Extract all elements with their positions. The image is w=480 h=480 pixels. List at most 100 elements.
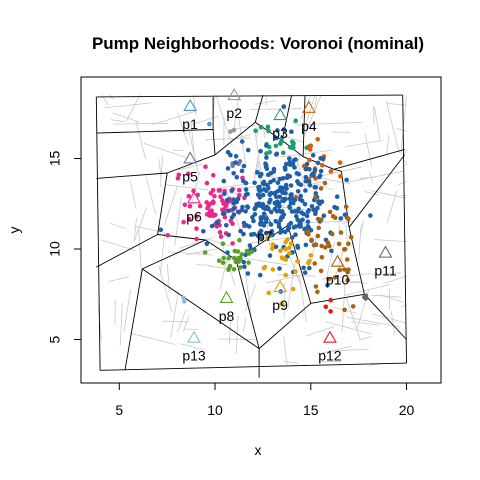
- case-point-p7: [309, 204, 315, 209]
- case-point-p6: [228, 218, 233, 224]
- case-point-p7: [247, 243, 253, 248]
- case-point-p7: [307, 166, 312, 172]
- street-segment: [160, 155, 163, 187]
- plot-frame: [80, 76, 442, 384]
- case-point-p7: [252, 206, 257, 212]
- case-point-p10: [337, 267, 343, 273]
- pump-marker-p3: [273, 107, 288, 121]
- case-point-p7: [226, 232, 231, 238]
- street-segment: [243, 318, 247, 333]
- case-point-p7: [301, 265, 306, 271]
- street-segment: [254, 100, 277, 105]
- pump-label-p6: p6: [186, 208, 202, 224]
- case-point-p7: [269, 209, 274, 215]
- case-point-p8: [221, 255, 226, 261]
- case-point-p6: [210, 187, 216, 193]
- pump-label-p9: p9: [272, 297, 288, 313]
- case-point-p7: [257, 230, 263, 235]
- case-point-p8: [244, 248, 250, 254]
- pump-marker-p7: [257, 211, 272, 224]
- street-segment: [195, 264, 211, 266]
- case-point-p10: [327, 209, 333, 215]
- street-segment: [403, 149, 407, 156]
- case-point-p4: [320, 163, 325, 168]
- case-point-p7: [273, 244, 279, 250]
- case-point-p7: [255, 192, 261, 197]
- case-point-p8: [237, 265, 243, 270]
- case-point-p7: [312, 184, 318, 190]
- street-segment: [303, 94, 322, 137]
- case-point-p10: [319, 254, 325, 260]
- case-point-p12: [328, 309, 333, 314]
- case-point-p7: [287, 205, 293, 210]
- voronoi-edge: [95, 96, 101, 371]
- case-point-p7: [239, 207, 244, 213]
- case-point-p7: [258, 188, 263, 194]
- case-point-p7: [264, 188, 269, 194]
- case-point-p10: [346, 267, 351, 273]
- street-segment: [325, 321, 373, 335]
- case-point-p13: [181, 295, 186, 301]
- case-point-p7: [158, 227, 164, 233]
- street-segment: [345, 297, 361, 340]
- case-point-p7: [222, 191, 227, 197]
- case-point-p7: [231, 171, 236, 176]
- case-point-p7: [299, 198, 305, 204]
- case-point-p7: [231, 206, 237, 211]
- case-point-p10: [316, 225, 322, 231]
- voronoi-edge: [100, 362, 407, 371]
- voronoi-edge: [310, 293, 365, 304]
- case-point-p10: [345, 277, 351, 283]
- case-point-p7: [315, 160, 321, 166]
- case-point-p7: [254, 169, 260, 175]
- voronoi-edge: [348, 154, 405, 228]
- street-segment: [386, 190, 398, 224]
- street-segment: [159, 232, 166, 274]
- case-point-p7: [245, 271, 251, 276]
- street-segment: [235, 315, 239, 354]
- case-point-p7: [264, 166, 270, 171]
- case-point-p7: [280, 214, 285, 220]
- x-tick-label: 20: [399, 402, 415, 418]
- case-point-p7: [225, 166, 231, 171]
- case-point-p7: [297, 218, 303, 224]
- case-point-p8: [239, 252, 245, 257]
- case-point-p7: [257, 173, 263, 179]
- case-point-p7: [281, 104, 287, 109]
- street-segment: [371, 272, 402, 276]
- case-point-p7: [277, 176, 283, 182]
- street-segment: [233, 97, 239, 132]
- case-point-p4: [315, 136, 321, 142]
- pump-label-p5: p5: [182, 169, 198, 185]
- street-segment: [360, 219, 364, 234]
- street-segment: [129, 180, 137, 210]
- case-point-p7: [298, 224, 304, 229]
- street-segment: [108, 276, 130, 282]
- pump-markers: p1 p2 p3 p4 p5 p6 p7 p8 p9 p10 p11 p12 p13: [182, 87, 397, 364]
- case-point-p6: [186, 194, 192, 199]
- case-point-p7: [302, 201, 308, 207]
- case-point-p7: [235, 209, 241, 215]
- case-point-p6: [186, 216, 192, 222]
- street-segment: [170, 291, 179, 339]
- case-point-p4: [338, 174, 343, 179]
- x-axis-ticks: 5 10 15 20: [115, 383, 415, 418]
- case-point-p3: [253, 128, 258, 133]
- case-point-p4: [337, 160, 343, 165]
- case-point-p6: [224, 201, 230, 206]
- case-point-p7: [245, 205, 251, 210]
- case-point-p7: [241, 231, 246, 237]
- case-point-p10: [315, 289, 320, 295]
- case-point-p7: [293, 157, 298, 162]
- case-point-p7: [261, 223, 267, 228]
- case-point-p7: [272, 190, 278, 196]
- case-point-p7: [291, 225, 297, 230]
- pump-marker-p13: [187, 330, 201, 343]
- case-point-p10: [309, 237, 314, 243]
- case-point-p7: [226, 208, 231, 213]
- case-point-p6: [206, 202, 211, 208]
- case-point-p7: [272, 206, 278, 212]
- case-point-p9: [270, 242, 276, 247]
- case-point-p3: [279, 138, 284, 144]
- case-point-p6: [181, 219, 186, 225]
